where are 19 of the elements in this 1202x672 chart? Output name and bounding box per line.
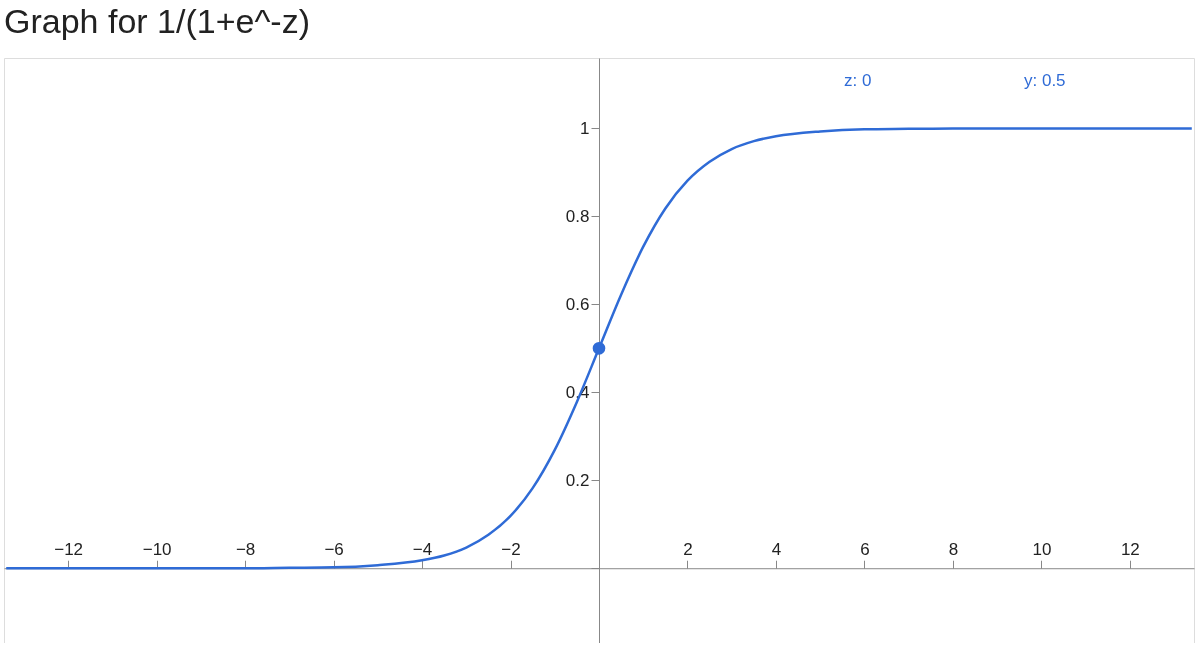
x-tick-label: −6 [324,539,344,559]
x-tick-label: −2 [501,539,521,559]
chart-title: Graph for 1/(1+e^-z) [4,2,311,40]
x-tick-label: −10 [142,539,172,559]
y-tick-label: 0.6 [565,294,590,314]
x-tick-label: 10 [1032,539,1052,559]
annotation: z: 0 [844,71,872,90]
x-tick-label: 12 [1120,539,1140,559]
y-tick-label: 1 [580,118,590,138]
x-tick-label: −12 [54,539,84,559]
x-tick-label: 4 [771,539,782,559]
x-tick-label: 8 [948,539,959,559]
y-tick-label: 0.8 [565,206,590,226]
annotation: y: 0.5 [1024,71,1066,90]
y-tick-label: 0.2 [565,470,590,490]
x-tick-label: 2 [683,539,693,559]
x-tick-label: −8 [235,539,256,559]
x-tick-label: −4 [412,539,433,559]
x-tick-label: 6 [860,539,870,559]
